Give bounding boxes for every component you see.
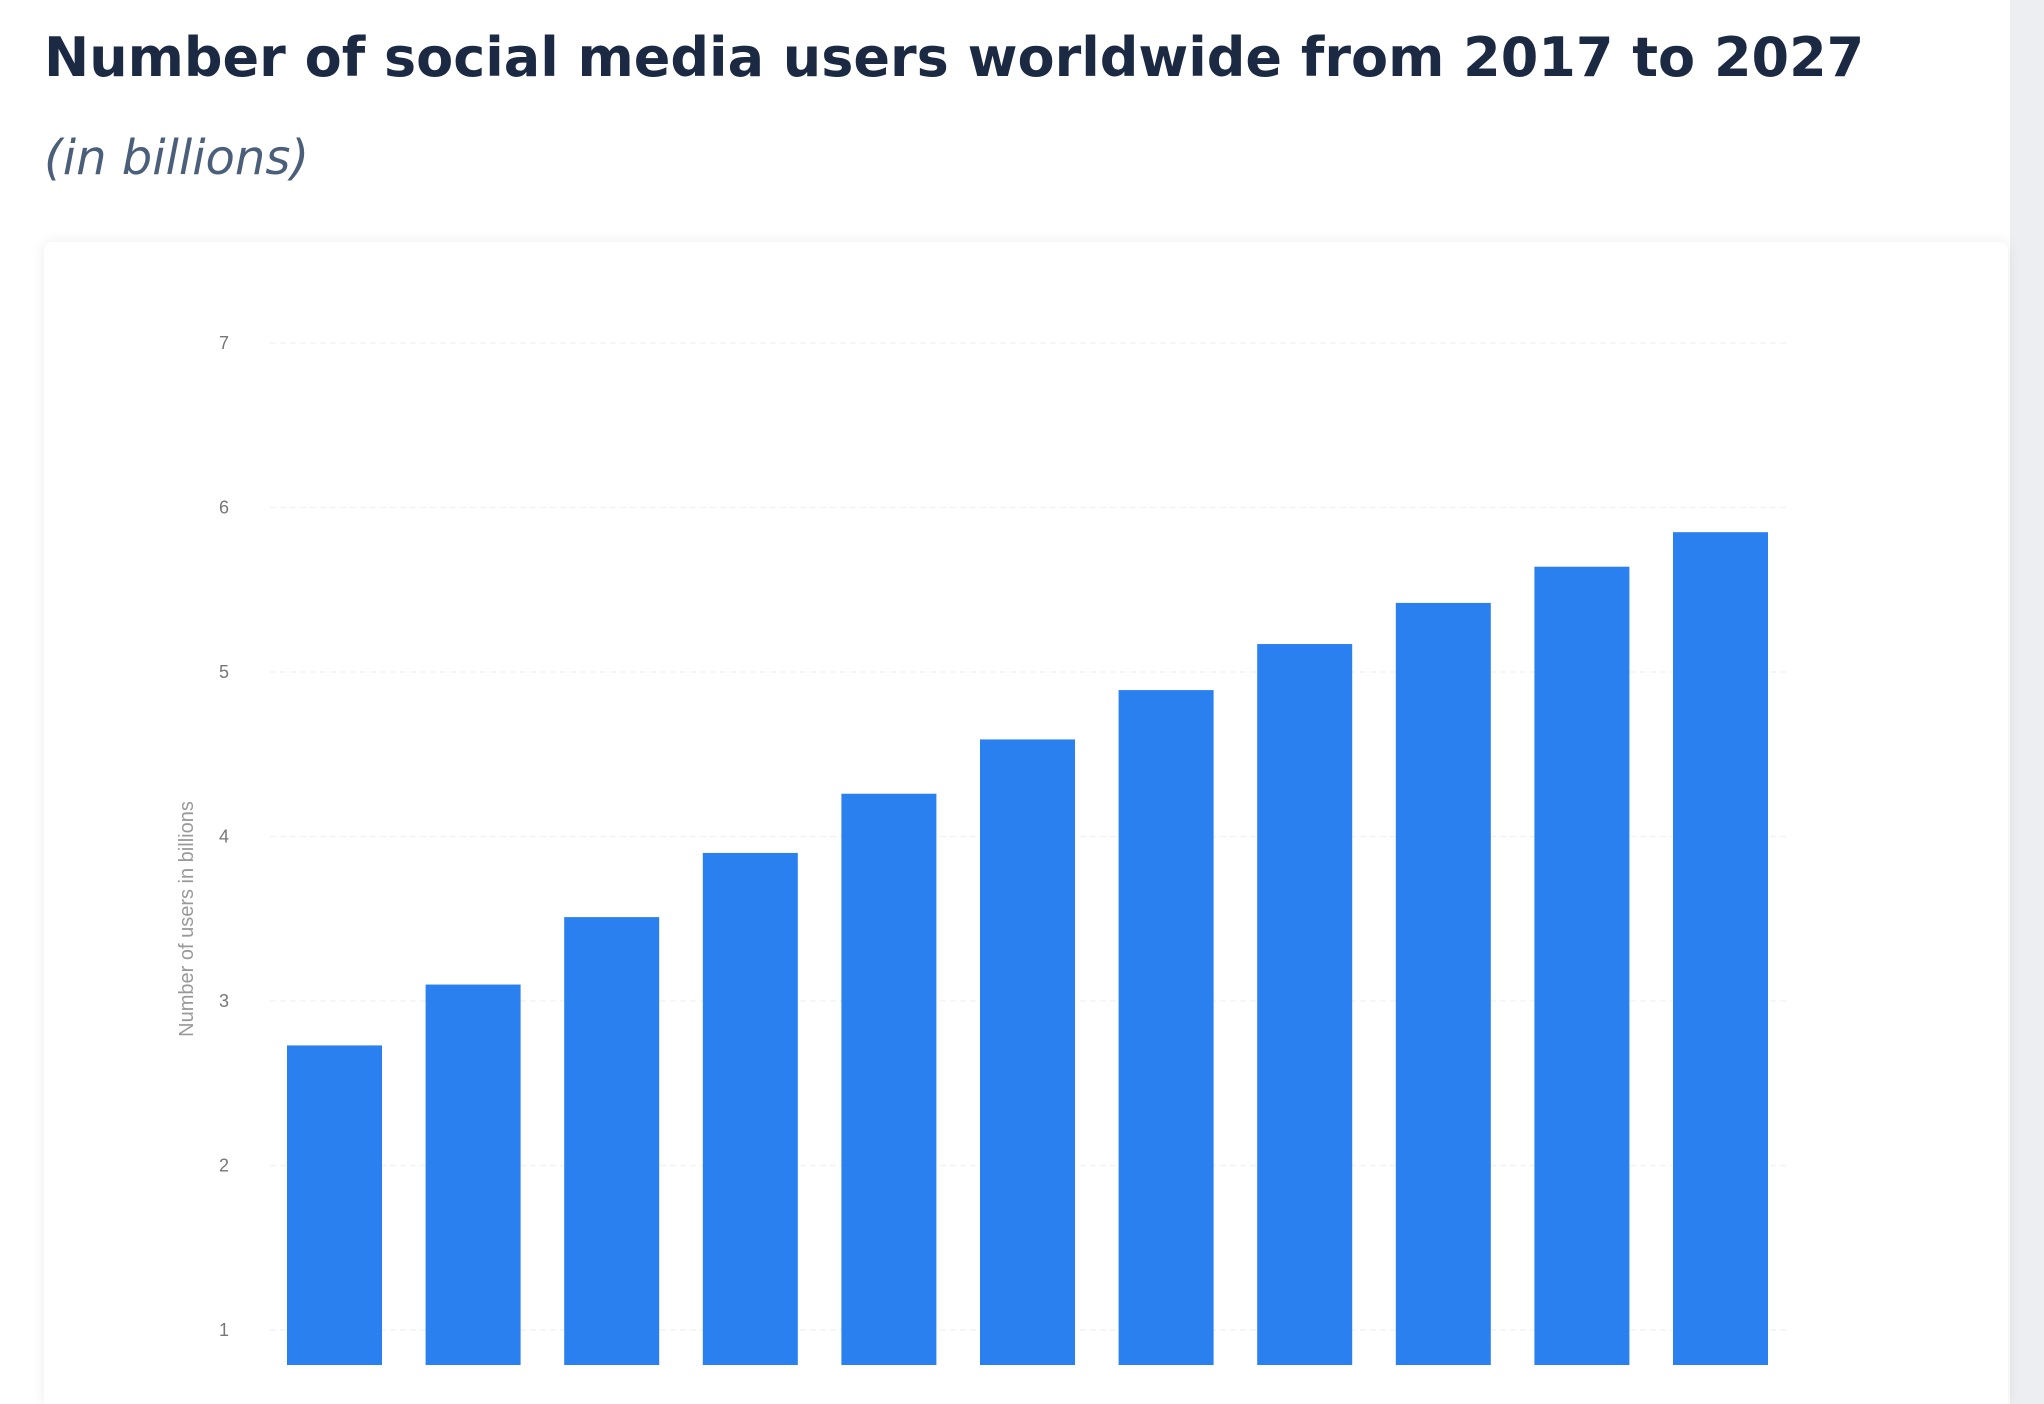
y-tick-label: 3: [219, 991, 229, 1011]
bar-2026[interactable]: [1534, 566, 1630, 1365]
bar-2018[interactable]: [425, 984, 521, 1365]
bar-chart: 1 2 3 4 5 6 7 Number of users in billions: [176, 333, 1790, 1365]
bar-2017[interactable]: [287, 1045, 382, 1365]
y-axis-label: Number of users in billions: [176, 801, 198, 1037]
bar-2022[interactable]: [980, 739, 1075, 1365]
bar-2019[interactable]: [564, 917, 660, 1365]
bar-2023[interactable]: [1118, 690, 1214, 1365]
y-tick-label: 5: [219, 662, 229, 682]
bar-2025[interactable]: [1395, 602, 1491, 1365]
page-title: Number of social media users worldwide f…: [44, 26, 1865, 89]
y-axis-ticks: 1 2 3 4 5 6 7: [219, 333, 229, 1340]
y-tick-label: 4: [219, 827, 229, 847]
bar-2021[interactable]: [841, 793, 937, 1365]
bar-2027[interactable]: [1673, 532, 1768, 1365]
y-tick-label: 2: [219, 1156, 229, 1176]
bar-2020[interactable]: [702, 852, 798, 1365]
bars: [287, 532, 1768, 1365]
bar-2024[interactable]: [1257, 644, 1353, 1365]
y-tick-label: 1: [219, 1320, 229, 1340]
y-tick-label: 6: [219, 498, 229, 518]
page-subtitle: (in billions): [44, 130, 310, 186]
y-tick-label: 7: [219, 333, 229, 353]
scrollbar-track[interactable]: [2010, 0, 2044, 1404]
